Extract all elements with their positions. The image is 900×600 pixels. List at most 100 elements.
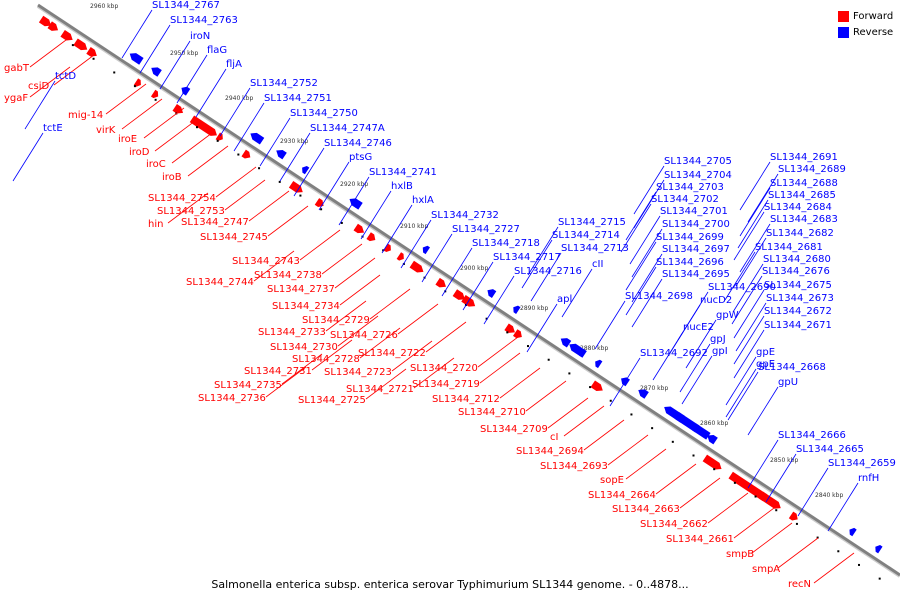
reverse-gene-label[interactable]: SL1344_2704 (664, 170, 732, 181)
forward-gene-label[interactable]: SL1344_2743 (232, 256, 300, 267)
forward-gene[interactable] (241, 149, 252, 161)
reverse-gene[interactable] (485, 287, 497, 298)
forward-gene-label[interactable]: SL1344_2754 (148, 193, 216, 204)
reverse-gene-label[interactable]: SL1344_2688 (770, 178, 838, 189)
forward-gene[interactable] (788, 511, 800, 523)
forward-gene-label[interactable]: SL1344_2737 (267, 284, 335, 295)
reverse-gene-label[interactable]: SL1344_2741 (369, 167, 437, 178)
forward-gene-label[interactable]: iroC (146, 159, 166, 170)
reverse-gene-label[interactable]: fljA (226, 59, 242, 70)
reverse-gene[interactable] (274, 147, 287, 160)
reverse-gene-label[interactable]: hxlB (391, 181, 413, 192)
reverse-gene-label[interactable]: SL1344_2659 (828, 458, 896, 469)
forward-gene-label[interactable]: SL1344_2710 (458, 407, 526, 418)
forward-gene-label[interactable]: SL1344_2721 (346, 384, 414, 395)
forward-gene-label[interactable]: SL1344_2744 (186, 277, 254, 288)
reverse-gene-label[interactable]: SL1344_2666 (778, 430, 846, 441)
forward-gene[interactable] (409, 260, 426, 275)
forward-gene-label[interactable]: hin (148, 219, 163, 230)
forward-gene-label[interactable]: SL1344_2738 (254, 270, 322, 281)
forward-gene-label[interactable]: SL1344_2709 (480, 424, 548, 435)
reverse-gene-label[interactable]: nucE2 (683, 322, 714, 333)
forward-gene[interactable] (288, 181, 305, 195)
reverse-gene-label[interactable]: SL1344_2690 (708, 282, 776, 293)
forward-gene[interactable] (396, 252, 406, 262)
forward-gene-label[interactable]: SL1344_2722 (358, 348, 426, 359)
forward-gene[interactable] (150, 89, 160, 100)
forward-gene[interactable] (590, 380, 605, 394)
reverse-gene-label[interactable]: SL1344_2713 (561, 243, 629, 254)
forward-gene-label[interactable]: SL1344_2720 (410, 363, 478, 374)
reverse-gene-label[interactable]: SL1344_2732 (431, 210, 499, 221)
forward-gene[interactable] (47, 21, 61, 33)
reverse-gene-label[interactable]: SL1344_2675 (764, 280, 832, 291)
reverse-gene-label[interactable]: SL1344_2672 (764, 306, 832, 317)
reverse-gene-label[interactable]: gpI (712, 346, 728, 357)
forward-gene[interactable] (133, 78, 143, 88)
forward-gene-label[interactable]: ygaF (4, 93, 28, 104)
reverse-gene-label[interactable]: SL1344_2682 (766, 228, 834, 239)
forward-gene-label[interactable]: SL1344_2693 (540, 461, 608, 472)
forward-gene-label[interactable]: smpB (726, 549, 754, 560)
forward-gene-label[interactable]: SL1344_2726 (330, 330, 398, 341)
reverse-gene-label[interactable]: SL1344_2714 (552, 230, 620, 241)
reverse-gene[interactable] (636, 387, 649, 399)
reverse-gene-label[interactable]: SL1344_2718 (472, 238, 540, 249)
reverse-gene[interactable] (248, 130, 265, 145)
forward-gene-label[interactable]: SL1344_2725 (298, 395, 366, 406)
reverse-gene-label[interactable]: gpU (778, 377, 798, 388)
forward-gene-label[interactable]: iroB (162, 172, 182, 183)
reverse-gene-label[interactable]: flaG (207, 45, 227, 56)
forward-gene-label[interactable]: smpA (752, 564, 780, 575)
reverse-gene-label[interactable]: SL1344_2717 (493, 252, 561, 263)
forward-gene-label[interactable]: mig-14 (68, 110, 103, 121)
forward-gene-label[interactable]: SL1344_2662 (640, 519, 708, 530)
reverse-gene-label[interactable]: SL1344_2673 (766, 293, 834, 304)
reverse-gene-label[interactable]: ptsG (349, 152, 372, 163)
reverse-gene-label[interactable]: SL1344_2716 (514, 266, 582, 277)
forward-gene-label[interactable]: SL1344_2664 (588, 490, 656, 501)
forward-gene[interactable] (452, 289, 467, 302)
reverse-gene-label[interactable]: gpJ (710, 334, 726, 345)
forward-gene[interactable] (353, 223, 367, 236)
reverse-gene-label[interactable]: SL1344_2700 (662, 219, 730, 230)
forward-gene-label[interactable]: SL1344_2735 (214, 380, 282, 391)
reverse-gene[interactable] (688, 421, 711, 440)
forward-gene[interactable] (60, 29, 74, 43)
forward-gene[interactable] (435, 277, 448, 290)
reverse-gene-label[interactable]: hxlA (412, 195, 434, 206)
reverse-gene-label[interactable]: SL1344_2763 (170, 15, 238, 26)
reverse-gene[interactable] (179, 85, 191, 96)
reverse-gene-label[interactable]: apl (557, 294, 572, 305)
reverse-gene[interactable] (559, 335, 572, 348)
forward-gene[interactable] (383, 243, 393, 254)
reverse-gene[interactable] (421, 244, 431, 255)
forward-gene[interactable] (461, 295, 477, 309)
reverse-gene[interactable] (300, 164, 310, 175)
reverse-gene[interactable] (576, 347, 587, 358)
forward-gene-label[interactable]: iroE (118, 134, 137, 145)
forward-gene-label[interactable]: SL1344_2663 (612, 504, 680, 515)
reverse-gene-label[interactable]: SL1344_2750 (290, 108, 358, 119)
forward-gene-label[interactable]: SL1344_2729 (302, 315, 370, 326)
reverse-gene-label[interactable]: nucD2 (700, 295, 732, 306)
reverse-gene-label[interactable]: SL1344_2752 (250, 78, 318, 89)
reverse-gene-label[interactable]: SL1344_2715 (558, 217, 626, 228)
forward-gene[interactable] (504, 323, 517, 336)
reverse-gene[interactable] (128, 50, 144, 65)
reverse-gene[interactable] (705, 432, 718, 445)
forward-gene-label[interactable]: SL1344_2731 (244, 366, 312, 377)
forward-gene[interactable] (38, 15, 53, 29)
forward-gene-label[interactable]: SL1344_2661 (666, 534, 734, 545)
forward-gene[interactable] (172, 104, 186, 116)
forward-gene[interactable] (366, 232, 377, 243)
forward-gene-label[interactable]: SL1344_2723 (324, 367, 392, 378)
reverse-gene-label[interactable]: SL1344_2747A (310, 123, 385, 134)
reverse-gene[interactable] (149, 65, 162, 77)
reverse-gene-label[interactable]: SL1344_2698 (625, 291, 693, 302)
reverse-gene-label[interactable]: SL1344_2681 (755, 242, 823, 253)
forward-gene[interactable] (512, 329, 524, 340)
forward-gene[interactable] (189, 115, 219, 138)
forward-gene[interactable] (314, 198, 326, 209)
reverse-gene-label[interactable]: tctD (55, 71, 76, 82)
